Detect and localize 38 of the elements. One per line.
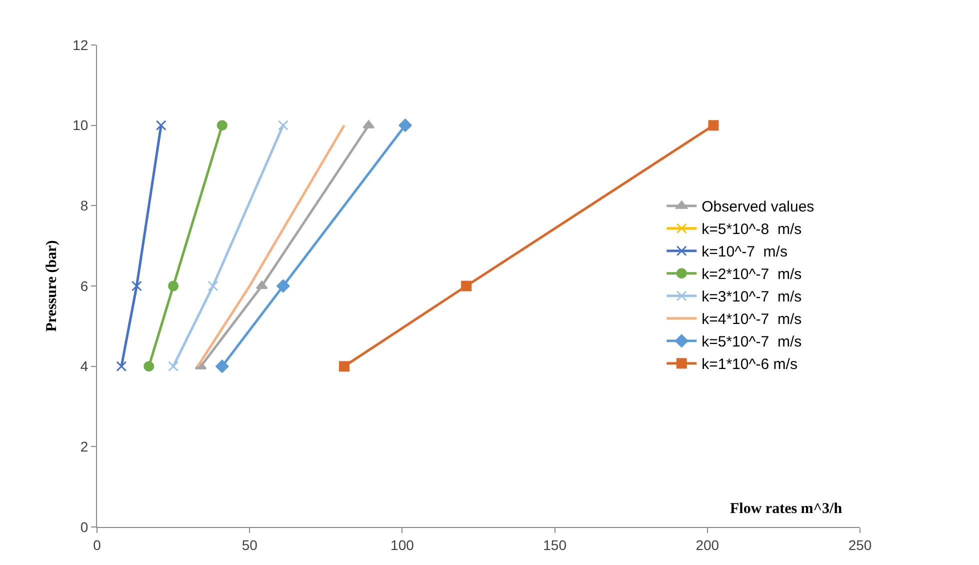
- legend-label: k=1*10^-6 m/s: [702, 356, 798, 374]
- point: [216, 120, 228, 131]
- point: [208, 280, 218, 292]
- y-tick-label: 2: [80, 438, 88, 455]
- y-axis-title: Pressure (bar): [44, 240, 60, 332]
- point: [276, 279, 290, 293]
- point: [216, 360, 229, 373]
- y-tick-label: 6: [80, 278, 88, 294]
- x-axis-title: Flow rates m^3/h: [730, 501, 843, 517]
- x-tick-label: 200: [696, 536, 720, 553]
- point: [144, 361, 154, 372]
- point: [708, 120, 719, 131]
- x-tick-label: 0: [93, 536, 102, 553]
- point: [278, 120, 288, 131]
- legend-label: Observed values: [702, 198, 814, 216]
- y-tick-label: 8: [80, 198, 88, 214]
- point: [338, 361, 350, 372]
- x-tick-label: 250: [848, 536, 872, 553]
- y-tick-label: 10: [72, 117, 88, 134]
- legend-label: k=10^-7 m/s: [702, 244, 788, 261]
- x-tick-label: 150: [543, 536, 567, 553]
- y-tick-label: 0: [80, 518, 88, 535]
- y-tick-label: 4: [80, 358, 88, 374]
- point: [168, 280, 179, 292]
- x-tick-label: 100: [390, 536, 414, 553]
- legend-label: k=5*10^-7 m/s: [702, 334, 802, 351]
- legend-label: k=5*10^-8 m/s: [702, 221, 802, 238]
- point: [116, 361, 127, 372]
- point: [398, 118, 412, 132]
- legend-label: k=2*10^-7 m/s: [702, 266, 802, 284]
- y-tick-label: 12: [72, 36, 88, 53]
- point: [156, 120, 166, 131]
- point: [131, 280, 142, 292]
- point: [168, 361, 179, 372]
- legend-label: k=3*10^-7 m/s: [702, 288, 802, 306]
- x-tick-label: 50: [242, 536, 258, 553]
- legend-label: k=4*10^-7 m/s: [702, 311, 802, 328]
- point: [461, 280, 472, 292]
